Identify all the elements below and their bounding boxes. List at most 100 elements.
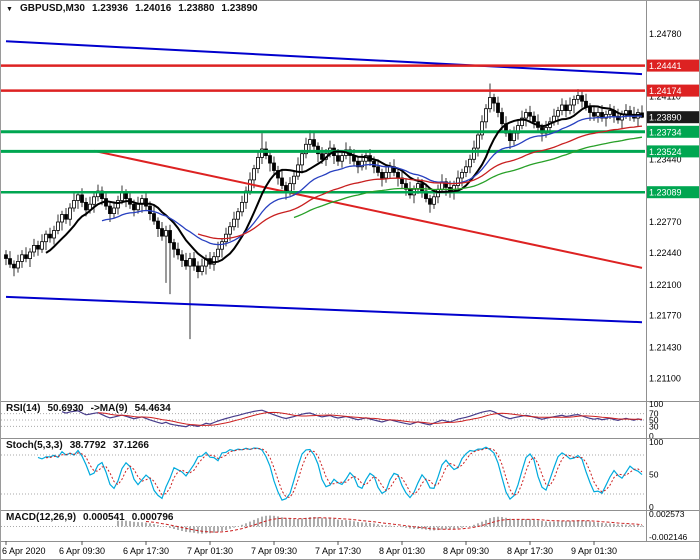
time-axis-label: 8 Apr 17:30: [507, 546, 553, 556]
candle: [124, 192, 128, 199]
stoch-signal-line: [45, 447, 643, 498]
macd-axis-label: -0.002146: [649, 532, 688, 542]
rsi-line: [61, 409, 643, 428]
price-level-badge: [647, 59, 700, 72]
candle: [396, 171, 400, 179]
candle: [72, 200, 76, 209]
price-level-badge-text: 1.24441: [649, 61, 682, 71]
candle: [524, 112, 528, 119]
time-axis[interactable]: 6 Apr 2020 6 Apr 09:30 6 Apr 17:30 7 Apr 01…: [0, 541, 700, 556]
candle: [20, 254, 24, 262]
candle: [596, 112, 600, 117]
price-axis-label: 1.22100: [649, 280, 682, 290]
candle: [488, 97, 492, 110]
candle: [588, 106, 592, 113]
candle: [256, 156, 260, 169]
candle: [276, 170, 280, 179]
channel-lower-trendline[interactable]: [5, 295, 643, 324]
candle: [564, 104, 568, 111]
candle: [604, 114, 608, 119]
candle: [360, 160, 364, 168]
candle: [8, 258, 12, 265]
candle: [52, 230, 56, 239]
time-axis-label: 6 Apr 09:30: [59, 546, 105, 556]
stoch-axis-label: 100: [649, 437, 663, 447]
price-pane[interactable]: [1, 40, 645, 340]
candle: [220, 241, 224, 250]
candle: [312, 139, 316, 147]
candle: [376, 166, 380, 173]
candle: [192, 258, 196, 267]
candle: [284, 185, 288, 192]
candle: [112, 207, 116, 214]
price-level-badge: [647, 145, 700, 158]
candle: [272, 162, 276, 171]
candle: [512, 132, 516, 142]
macd-signal-line: [145, 517, 643, 533]
stochastic-pane[interactable]: 100 50 0: [0, 437, 700, 512]
candle: [120, 192, 124, 201]
candle: [200, 265, 204, 272]
candle: [236, 211, 240, 220]
stoch-axis-label: 50: [649, 470, 659, 480]
candle: [296, 164, 300, 177]
candle: [492, 97, 496, 104]
rsi-axis-label: 50: [649, 415, 659, 425]
time-axis-label: 7 Apr 09:30: [251, 546, 297, 556]
candle: [280, 177, 284, 186]
moving-average-line-72: [293, 136, 643, 219]
candle: [144, 198, 148, 207]
moving-average-line-10: [45, 105, 643, 264]
candle: [468, 158, 472, 168]
macd-pane[interactable]: 0.002573 -0.002146: [0, 509, 700, 542]
time-axis-label: 8 Apr 09:30: [443, 546, 489, 556]
candle: [292, 175, 296, 185]
candle: [172, 242, 176, 250]
stoch-main-line: [37, 446, 643, 501]
candle: [168, 230, 172, 244]
candle: [84, 201, 88, 211]
candle: [496, 102, 500, 113]
rsi-axis-label: 30: [649, 421, 659, 431]
candle: [616, 115, 620, 121]
candle: [336, 155, 340, 162]
candle: [248, 179, 252, 192]
candle: [560, 104, 564, 111]
candle: [520, 117, 524, 126]
candle: [260, 148, 264, 158]
channel-upper-trendline[interactable]: [5, 40, 643, 76]
candle: [212, 256, 216, 265]
candle: [580, 95, 584, 102]
candle: [40, 241, 44, 250]
candle: [556, 110, 560, 117]
candle: [68, 207, 72, 220]
candle: [572, 99, 576, 106]
current-price-badge: [647, 111, 700, 124]
candle: [444, 181, 448, 188]
candle: [232, 218, 236, 228]
candle: [484, 108, 488, 123]
candle: [180, 254, 184, 261]
candle: [164, 230, 168, 237]
candle: [132, 203, 136, 211]
candle: [340, 155, 344, 162]
candle: [184, 259, 188, 267]
candle: [268, 155, 272, 164]
candle: [384, 171, 388, 179]
price-axis[interactable]: 1.247801.241101.234401.227701.224401.221…: [646, 0, 700, 541]
candle: [108, 205, 112, 215]
time-axis-label: 6 Apr 17:30: [123, 546, 169, 556]
candle: [228, 226, 232, 235]
candle: [308, 139, 312, 145]
candle: [148, 205, 152, 215]
candle: [240, 201, 244, 213]
candle: [608, 110, 612, 115]
candle: [36, 244, 40, 250]
candle: [432, 196, 436, 205]
candle: [48, 233, 52, 239]
candle: [188, 258, 192, 267]
candle: [92, 196, 96, 205]
descending-trendline-trendline[interactable]: [93, 149, 643, 269]
